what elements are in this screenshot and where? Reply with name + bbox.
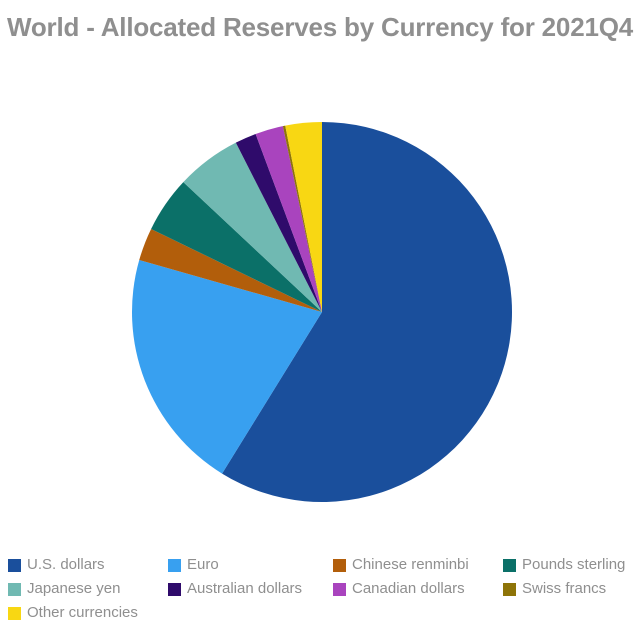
legend-label-canadian-dollars: Canadian dollars	[352, 580, 465, 597]
legend-swatch-euro	[168, 558, 181, 572]
legend-label-swiss-francs: Swiss francs	[522, 580, 607, 597]
pie-slice-swiss-francs[interactable]	[282, 125, 322, 312]
pie-slice-other-currencies[interactable]	[285, 122, 322, 312]
legend-item-pounds-sterling[interactable]: Pounds sterling	[503, 553, 640, 577]
chart-title: World - Allocated Reserves by Currency f…	[7, 12, 633, 42]
legend-swatch-japanese-yen	[8, 582, 21, 596]
legend-swatch-canadian-dollars	[333, 582, 346, 596]
legend-label-euro: Euro	[187, 556, 219, 573]
legend-label-pounds-sterling: Pounds sterling	[522, 556, 626, 573]
legend-item-canadian-dollars[interactable]: Canadian dollars	[333, 577, 503, 601]
legend-swatch-pounds-sterling	[503, 558, 516, 572]
legend-item-swiss-francs[interactable]: Swiss francs	[503, 577, 640, 601]
pie-slice-chinese-renminbi[interactable]	[139, 228, 322, 312]
legend-swatch-chinese-renminbi	[333, 558, 346, 572]
pie-slice-canadian-dollars[interactable]	[255, 126, 322, 312]
legend-label-japanese-yen: Japanese yen	[27, 580, 121, 597]
legend-label-u-s-dollars: U.S. dollars	[27, 556, 105, 573]
legend-item-japanese-yen[interactable]: Japanese yen	[8, 577, 168, 601]
pie-slice-australian-dollars[interactable]	[235, 133, 322, 312]
legend-item-australian-dollars[interactable]: Australian dollars	[168, 577, 333, 601]
legend-item-euro[interactable]: Euro	[168, 553, 333, 577]
pie-slices-group	[132, 122, 513, 503]
pie-slice-u-s-dollars[interactable]	[222, 122, 513, 503]
pie-slice-euro[interactable]	[132, 260, 322, 474]
chart-legend: U.S. dollars Euro Chinese renminbi Pounds s…	[8, 553, 640, 625]
legend-item-chinese-renminbi[interactable]: Chinese renminbi	[333, 553, 503, 577]
legend-item-u-s-dollars[interactable]: U.S. dollars	[8, 553, 168, 577]
legend-swatch-other-currencies	[8, 606, 21, 620]
legend-item-other-currencies[interactable]: Other currencies	[8, 601, 168, 625]
legend-label-chinese-renminbi: Chinese renminbi	[352, 556, 469, 573]
legend-swatch-australian-dollars	[168, 582, 181, 596]
legend-label-australian-dollars: Australian dollars	[187, 580, 303, 597]
legend-swatch-swiss-francs	[503, 582, 516, 596]
pie-slice-japanese-yen[interactable]	[183, 142, 322, 312]
pie-slice-pounds-sterling[interactable]	[151, 182, 322, 312]
legend-swatch-u-s-dollars	[8, 558, 21, 572]
legend-label-other-currencies: Other currencies	[27, 604, 138, 621]
